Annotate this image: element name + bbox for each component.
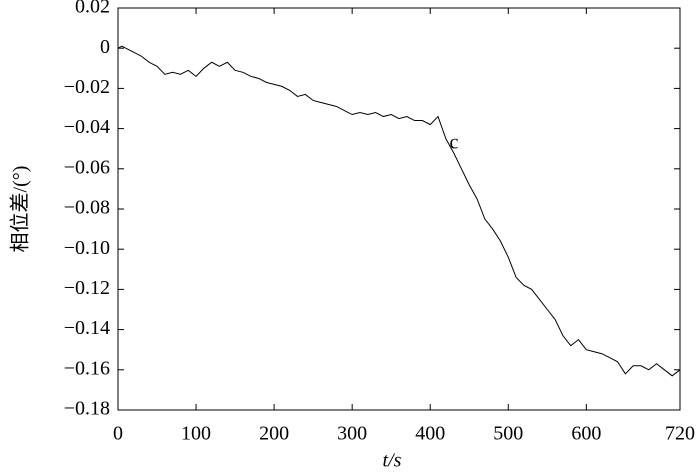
x-tick-label: 100 [181,423,211,445]
x-tick-label: 600 [571,423,601,445]
y-tick-label: 0 [100,36,110,58]
data-line [117,45,681,377]
y-tick-label: −0.04 [64,116,110,138]
y-axis-label: 相位差/(°) [9,166,32,253]
x-tick-label: 400 [415,423,445,445]
x-axis-label: t/s [383,450,402,472]
x-tick-label: 720 [665,423,695,445]
plot-frame [117,7,681,411]
x-tick-label: 0 [113,423,123,445]
annotation: c [450,132,459,154]
y-tick-label: −0.06 [64,156,110,178]
x-tick-label: 500 [493,423,523,445]
y-tick-label: −0.10 [64,237,110,259]
y-tick-label: −0.08 [64,197,110,219]
y-tick-label: −0.16 [64,357,110,379]
x-tick-label: 300 [337,423,367,445]
y-tick-label: −0.12 [64,277,110,299]
y-tick-label: −0.14 [64,317,110,339]
y-tick-label: −0.02 [64,76,110,98]
y-tick-label: 0.02 [75,0,110,18]
y-tick-label: −0.18 [64,398,110,420]
x-tick-label: 200 [259,423,289,445]
